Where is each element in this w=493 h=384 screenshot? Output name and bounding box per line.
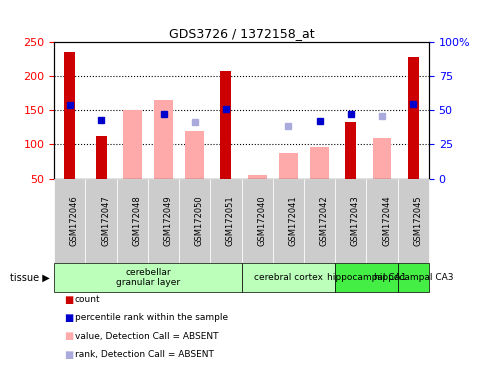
Text: GSM172040: GSM172040 xyxy=(257,195,266,246)
Title: GDS3726 / 1372158_at: GDS3726 / 1372158_at xyxy=(169,26,315,40)
Text: GSM172042: GSM172042 xyxy=(319,195,329,246)
Text: cerebral cortex: cerebral cortex xyxy=(254,273,323,282)
Text: value, Detection Call = ABSENT: value, Detection Call = ABSENT xyxy=(75,332,218,341)
Bar xyxy=(248,175,267,179)
Bar xyxy=(279,153,298,179)
Text: ■: ■ xyxy=(64,331,73,341)
Bar xyxy=(220,71,231,179)
Bar xyxy=(310,147,329,179)
Text: ■: ■ xyxy=(64,295,73,305)
Text: GSM172050: GSM172050 xyxy=(195,195,204,246)
Text: GSM172051: GSM172051 xyxy=(226,195,235,246)
Text: count: count xyxy=(75,295,101,304)
Text: GSM172041: GSM172041 xyxy=(288,195,297,246)
Text: ■: ■ xyxy=(64,350,73,360)
Text: cerebellar
granular layer: cerebellar granular layer xyxy=(116,268,180,287)
Text: GSM172043: GSM172043 xyxy=(351,195,360,246)
Text: GSM172047: GSM172047 xyxy=(101,195,110,246)
Text: percentile rank within the sample: percentile rank within the sample xyxy=(75,313,228,323)
Bar xyxy=(346,122,356,179)
Bar xyxy=(96,136,106,179)
Text: rank, Detection Call = ABSENT: rank, Detection Call = ABSENT xyxy=(75,350,214,359)
Bar xyxy=(373,138,391,179)
Text: tissue ▶: tissue ▶ xyxy=(10,272,50,283)
Bar xyxy=(65,53,75,179)
Text: GSM172044: GSM172044 xyxy=(382,195,391,246)
Text: GSM172048: GSM172048 xyxy=(132,195,141,246)
Bar xyxy=(154,100,173,179)
Bar xyxy=(185,131,204,179)
Bar xyxy=(123,111,141,179)
Text: hippocampal CA3: hippocampal CA3 xyxy=(374,273,453,282)
Text: GSM172046: GSM172046 xyxy=(70,195,79,246)
Text: hippocampal CA1: hippocampal CA1 xyxy=(327,273,406,282)
Bar xyxy=(408,57,419,179)
Text: ■: ■ xyxy=(64,313,73,323)
Text: GSM172045: GSM172045 xyxy=(413,195,423,246)
Text: GSM172049: GSM172049 xyxy=(164,195,173,246)
